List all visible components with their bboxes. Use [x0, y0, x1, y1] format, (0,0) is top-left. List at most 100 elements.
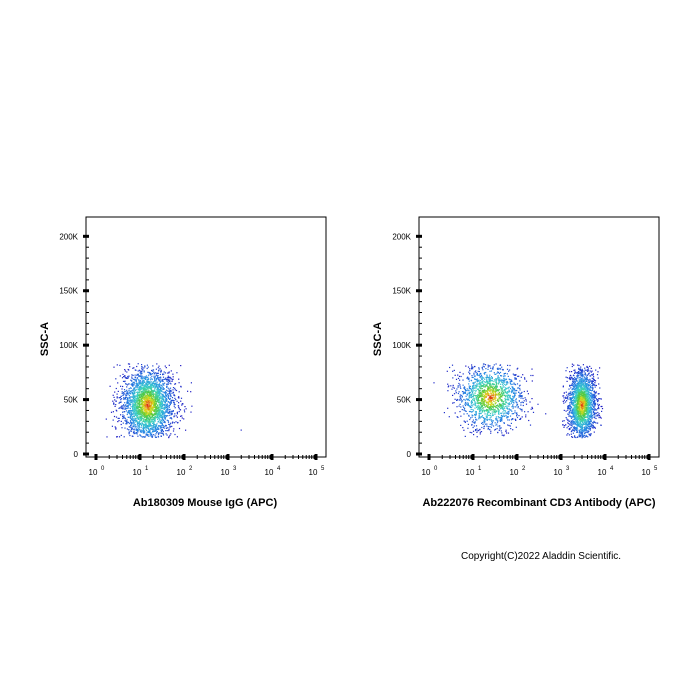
scatter-point — [484, 390, 486, 392]
scatter-point — [177, 422, 179, 424]
scatter-point — [166, 434, 168, 436]
scatter-point — [133, 411, 135, 413]
x-tick-label: 10 — [265, 468, 274, 477]
scatter-point — [565, 376, 567, 378]
scatter-point — [151, 436, 153, 438]
scatter-point — [144, 388, 146, 390]
scatter-point — [476, 383, 478, 385]
scatter-point — [167, 404, 169, 406]
scatter-point — [147, 431, 149, 434]
scatter-point — [144, 385, 146, 387]
scatter-point — [479, 376, 481, 378]
scatter-point — [131, 419, 133, 421]
scatter-point — [502, 408, 504, 410]
scatter-point — [163, 415, 165, 417]
scatter-point — [143, 385, 146, 387]
scatter-point — [125, 396, 128, 398]
scatter-point — [481, 395, 483, 397]
scatter-point — [468, 371, 470, 373]
scatter-point — [153, 429, 155, 431]
scatter-point — [156, 381, 158, 383]
scatter-point — [153, 395, 155, 397]
scatter-point — [126, 386, 128, 388]
scatter-point — [453, 402, 455, 404]
scatter-point — [563, 420, 565, 422]
scatter-point — [500, 414, 503, 416]
scatter-point — [468, 396, 470, 398]
scatter-point — [479, 416, 481, 418]
scatter-point — [140, 429, 142, 431]
scatter-point — [158, 432, 160, 434]
scatter-point — [463, 398, 465, 401]
scatter-point — [160, 416, 162, 418]
scatter-point — [175, 399, 177, 401]
scatter-point — [150, 411, 152, 414]
scatter-point — [131, 390, 133, 392]
scatter-point — [151, 421, 153, 423]
scatter-point — [152, 425, 154, 427]
scatter-point — [486, 418, 488, 420]
scatter-point — [162, 373, 164, 375]
scatter-point — [164, 406, 166, 408]
scatter-point — [139, 419, 141, 421]
scatter-point — [128, 394, 130, 396]
scatter-point — [140, 414, 142, 416]
scatter-point — [477, 399, 479, 401]
scatter-point — [191, 405, 193, 407]
scatter-point — [138, 425, 140, 427]
scatter-point — [473, 425, 475, 427]
scatter-point — [477, 407, 479, 409]
scatter-point — [134, 390, 137, 392]
scatter-point — [185, 429, 187, 431]
scatter-point — [482, 394, 484, 396]
scatter-point — [147, 425, 149, 427]
scatter-point — [585, 369, 587, 371]
scatter-point — [134, 413, 136, 415]
scatter-point — [156, 431, 158, 433]
scatter-point — [464, 386, 466, 389]
scatter-point — [158, 384, 160, 386]
scatter-point — [172, 376, 174, 378]
scatter-point — [151, 415, 153, 417]
scatter-point — [489, 426, 491, 428]
scatter-point — [471, 386, 474, 388]
scatter-point — [153, 371, 155, 373]
scatter-point — [124, 402, 126, 404]
scatter-point — [137, 429, 139, 431]
scatter-point — [149, 405, 151, 407]
scatter-point — [169, 424, 171, 426]
scatter-point — [125, 408, 127, 410]
scatter-point — [503, 413, 505, 415]
scatter-point — [135, 432, 137, 434]
scatter-point — [163, 395, 165, 397]
scatter-point — [161, 403, 164, 405]
scatter-point — [491, 389, 493, 391]
scatter-point — [489, 379, 491, 381]
scatter-point — [129, 391, 131, 393]
scatter-point — [120, 407, 122, 409]
scatter-point — [153, 434, 155, 436]
scatter-point — [148, 398, 151, 400]
scatter-point — [502, 401, 504, 403]
scatter-point — [158, 410, 160, 412]
scatter-point — [487, 403, 489, 405]
scatter-point — [171, 425, 173, 427]
scatter-point — [501, 383, 503, 385]
scatter-point — [463, 429, 465, 431]
scatter-point — [132, 428, 134, 430]
scatter-point — [520, 397, 522, 399]
scatter-point — [139, 410, 141, 412]
scatter-point — [131, 377, 133, 379]
scatter-point — [140, 416, 142, 418]
scatter-point — [502, 368, 504, 371]
scatter-point — [478, 370, 480, 373]
scatter-point — [495, 397, 497, 399]
scatter-point — [163, 396, 165, 398]
scatter-point — [162, 414, 164, 416]
scatter-point — [163, 373, 165, 375]
scatter-point — [479, 390, 481, 392]
scatter-point — [505, 388, 507, 390]
scatter-point — [164, 407, 166, 409]
scatter-point — [120, 420, 122, 422]
